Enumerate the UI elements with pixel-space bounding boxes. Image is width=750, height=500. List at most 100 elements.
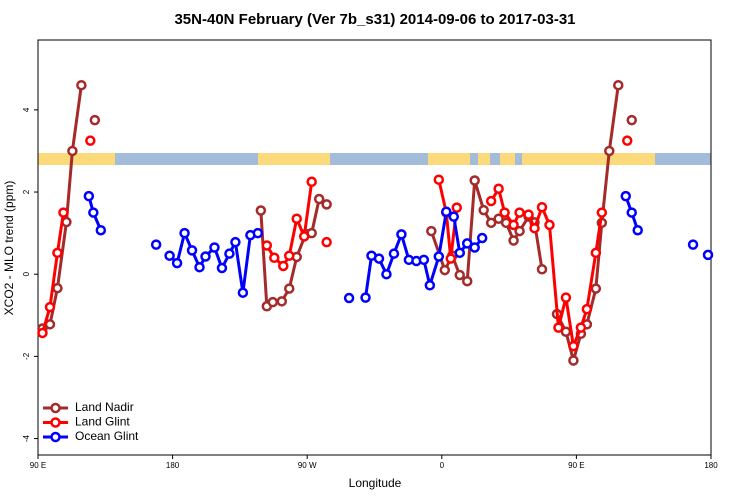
y-tick-label: -4 (22, 434, 31, 442)
data-point (267, 296, 279, 308)
data-point (499, 207, 510, 218)
data-point (514, 225, 525, 237)
data-point (454, 269, 465, 281)
data-point (702, 249, 714, 261)
data-point (321, 236, 332, 248)
x-axis-label: Longitude (349, 476, 402, 490)
data-point (194, 261, 205, 273)
y-tick-label: 0 (22, 271, 31, 276)
data-point (291, 213, 302, 224)
data-point (493, 183, 504, 194)
data-point (88, 207, 99, 218)
data-point (85, 135, 96, 146)
land-band (38, 153, 115, 165)
data-point (568, 355, 579, 366)
data-point (536, 201, 548, 213)
legend-label: Land Nadir (75, 400, 134, 414)
data-point (424, 280, 436, 291)
series-line (437, 179, 459, 259)
land-band (478, 153, 490, 165)
data-point (269, 252, 280, 264)
data-point (553, 322, 564, 333)
data-point (620, 190, 632, 202)
land-mask-band (38, 153, 711, 165)
land-band (500, 153, 515, 165)
y-tick-label: -2 (22, 352, 31, 360)
land-band (428, 153, 470, 165)
y-axis-label: XCO2 - MLO trend (ppm) (2, 181, 16, 316)
x-tick-label: 180 (704, 461, 718, 470)
x-tick-label: 90 E (30, 461, 46, 470)
data-point (514, 207, 525, 218)
data-point (596, 207, 608, 218)
data-point (581, 303, 593, 315)
data-point (451, 202, 463, 213)
series-line (168, 228, 259, 293)
data-point (590, 283, 602, 294)
data-point (439, 264, 451, 276)
legend-label: Ocean Glint (75, 429, 139, 443)
data-point (37, 327, 48, 339)
data-point (67, 145, 78, 157)
y-tick-label: 4 (22, 107, 31, 112)
data-point (209, 242, 220, 253)
data-point (485, 217, 497, 229)
x-tick-label: 90 E (568, 461, 584, 470)
data-point (523, 209, 534, 220)
legend-label: Land Glint (75, 415, 130, 429)
data-point (613, 79, 624, 91)
data-point (508, 219, 519, 231)
x-tick-label: 90 W (298, 461, 317, 470)
data-point (164, 250, 175, 261)
data-point (544, 219, 555, 231)
data-point (255, 205, 267, 216)
data-point (306, 176, 317, 188)
data-point (433, 251, 445, 262)
data-point (373, 253, 385, 264)
land-band (258, 153, 330, 165)
data-point (171, 257, 183, 269)
data-point (560, 292, 572, 303)
data-point (454, 247, 465, 259)
data-point (426, 225, 437, 237)
series-line (41, 212, 65, 334)
data-point (485, 195, 497, 207)
data-point (252, 227, 264, 239)
data-point (224, 248, 235, 259)
series-line (41, 84, 83, 330)
data-point (44, 301, 56, 313)
data-point (52, 282, 63, 294)
data-point (396, 229, 407, 240)
data-point (186, 245, 198, 256)
data-point (76, 79, 87, 91)
data-point (95, 224, 107, 236)
y-tick-label: 2 (22, 189, 31, 194)
data-point (388, 248, 400, 259)
data-point (575, 322, 587, 333)
series-line (489, 184, 604, 352)
data-point (493, 213, 504, 224)
data-point (278, 260, 289, 272)
data-point (461, 238, 473, 249)
data-point (276, 296, 288, 307)
data-point (284, 250, 295, 261)
data-point (632, 224, 643, 236)
data-point (445, 253, 457, 264)
data-point (536, 264, 548, 275)
data-point (179, 227, 190, 239)
data-point (469, 242, 480, 253)
data-point (568, 340, 579, 352)
x-tick-label: 180 (166, 461, 180, 470)
data-point (461, 275, 473, 287)
data-point (343, 292, 355, 304)
plot-frame (37, 39, 712, 456)
data-point (230, 236, 241, 248)
data-point (298, 231, 310, 242)
data-point (687, 239, 699, 250)
data-point (237, 287, 249, 298)
data-point (261, 240, 273, 251)
data-point (508, 235, 519, 246)
data-point (469, 175, 480, 186)
data-point (52, 247, 63, 259)
